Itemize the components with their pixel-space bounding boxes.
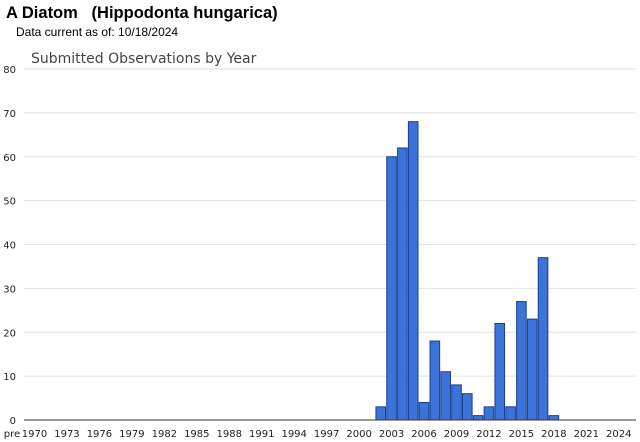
bar-2007	[429, 340, 441, 421]
bars	[375, 121, 560, 421]
bar-2009	[451, 384, 462, 421]
y-axis: 0 10 20 30 40 50 60 70 80	[3, 65, 16, 427]
x-tick-label: 1976	[87, 429, 112, 440]
y-tick-label: 30	[3, 284, 16, 295]
bar-2014	[505, 406, 516, 421]
bar-2010	[461, 393, 473, 421]
y-tick-label: 70	[3, 109, 16, 120]
x-tick-label: 1973	[54, 429, 79, 440]
x-tick-label: 1970	[22, 429, 47, 440]
bar-2012	[483, 406, 495, 421]
x-tick-label: 2012	[476, 429, 501, 440]
x-tick-label: pre	[4, 429, 20, 440]
x-tick-label: 1982	[152, 429, 177, 440]
bar-2018	[548, 415, 560, 421]
bar-2013	[494, 322, 506, 421]
x-tick-label: 1991	[249, 429, 274, 440]
bar-2016	[526, 318, 538, 421]
page-title: A Diatom (Hippodonta hungarica)	[6, 4, 278, 22]
bar-2006	[418, 401, 430, 421]
y-tick-label: 0	[10, 416, 16, 427]
bar-2004	[397, 147, 408, 421]
x-axis: pre 1970 1973 1976 1979 1982 1985 1988 1991 1994 1…	[4, 419, 636, 440]
x-tick-label: 1985	[184, 429, 209, 440]
y-tick-label: 20	[3, 328, 16, 339]
bar-2002	[375, 406, 387, 421]
x-tick-label: 1988	[217, 429, 242, 440]
bar-2008	[440, 371, 451, 421]
x-tick-label: 1994	[281, 429, 306, 440]
y-tick-label: 50	[3, 197, 16, 208]
y-tick-label: 60	[3, 153, 16, 164]
chart-title: Submitted Observations by Year	[31, 51, 257, 67]
x-tick-label: 2000	[346, 429, 371, 440]
x-tick-label: 2018	[541, 429, 566, 440]
x-tick-label: 2006	[411, 429, 436, 440]
bar-2011	[472, 415, 484, 421]
bar-2017	[537, 257, 549, 421]
x-tick-label: 2009	[444, 429, 469, 440]
data-date-note: Data current as of: 10/18/2024	[16, 25, 179, 39]
x-tick-label: 2021	[574, 429, 599, 440]
bar-2015	[516, 301, 527, 421]
x-tick-label: 1979	[119, 429, 144, 440]
y-tick-label: 10	[3, 372, 16, 383]
x-tick-label: 2015	[509, 429, 534, 440]
y-gridlines	[24, 68, 636, 377]
bar-2003	[386, 156, 397, 421]
y-tick-label: 40	[3, 241, 16, 252]
bar-2005	[407, 121, 419, 421]
x-tick-label: 2003	[379, 429, 404, 440]
x-tick-label: 2024	[606, 429, 631, 440]
y-tick-label: 80	[3, 65, 16, 76]
x-tick-label: 1997	[314, 429, 339, 440]
